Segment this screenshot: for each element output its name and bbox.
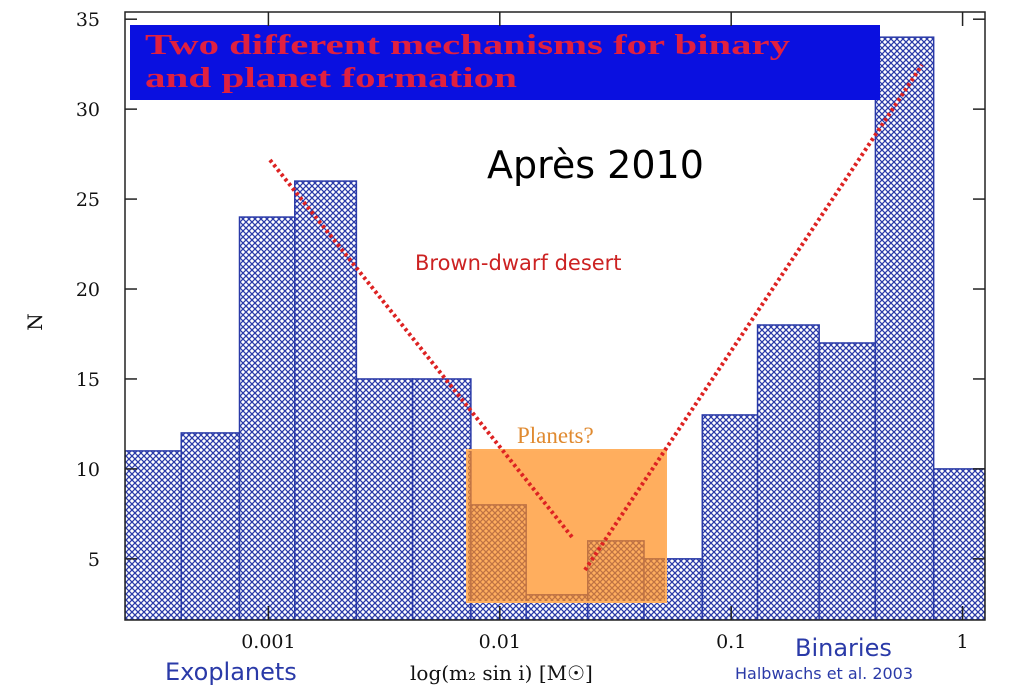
y-axis-label: N: [23, 313, 47, 331]
annotation: Exoplanets: [165, 658, 297, 686]
y-tick-label: 25: [76, 189, 100, 211]
bar: [125, 450, 182, 620]
plot-frame: [124, 11, 986, 621]
y-tick-label: 30: [76, 99, 100, 121]
bar: [355, 378, 414, 620]
x-axis-label: log(m₂ sin i) [M☉]: [410, 661, 593, 685]
y-tick-label: 5: [88, 549, 100, 571]
x-tick-label: 0.01: [479, 631, 521, 653]
bar: [874, 36, 935, 620]
y-tick-label: 35: [76, 9, 100, 31]
x-tick-label: 0.001: [241, 631, 295, 653]
annotation: Brown-dwarf desert: [415, 251, 622, 275]
y-tick-label: 10: [76, 459, 100, 481]
annotation: Halbwachs et al. 2003: [735, 664, 913, 683]
bar: [411, 378, 472, 620]
title: Two different mechanisms for binary: [145, 29, 791, 61]
annotation: Binaries: [795, 634, 892, 662]
y-tick-label: 20: [76, 279, 100, 301]
trend-line: [268, 158, 574, 539]
bar: [818, 342, 877, 620]
annotation: Planets?: [517, 423, 594, 448]
bar: [294, 180, 358, 620]
bar: [701, 414, 759, 620]
y-tick-label: 15: [76, 369, 100, 391]
annotation: Après 2010: [487, 143, 704, 187]
bar: [238, 216, 296, 620]
trend-line: [583, 63, 924, 572]
x-tick-label: 1: [957, 631, 969, 653]
bar: [756, 324, 820, 620]
planets-box: [466, 449, 667, 603]
title-box: [130, 25, 880, 100]
bar: [932, 468, 985, 620]
x-tick-label: 0.1: [716, 631, 746, 653]
title: and planet formation: [145, 62, 517, 94]
bar: [180, 432, 241, 620]
histogram: [125, 36, 985, 620]
